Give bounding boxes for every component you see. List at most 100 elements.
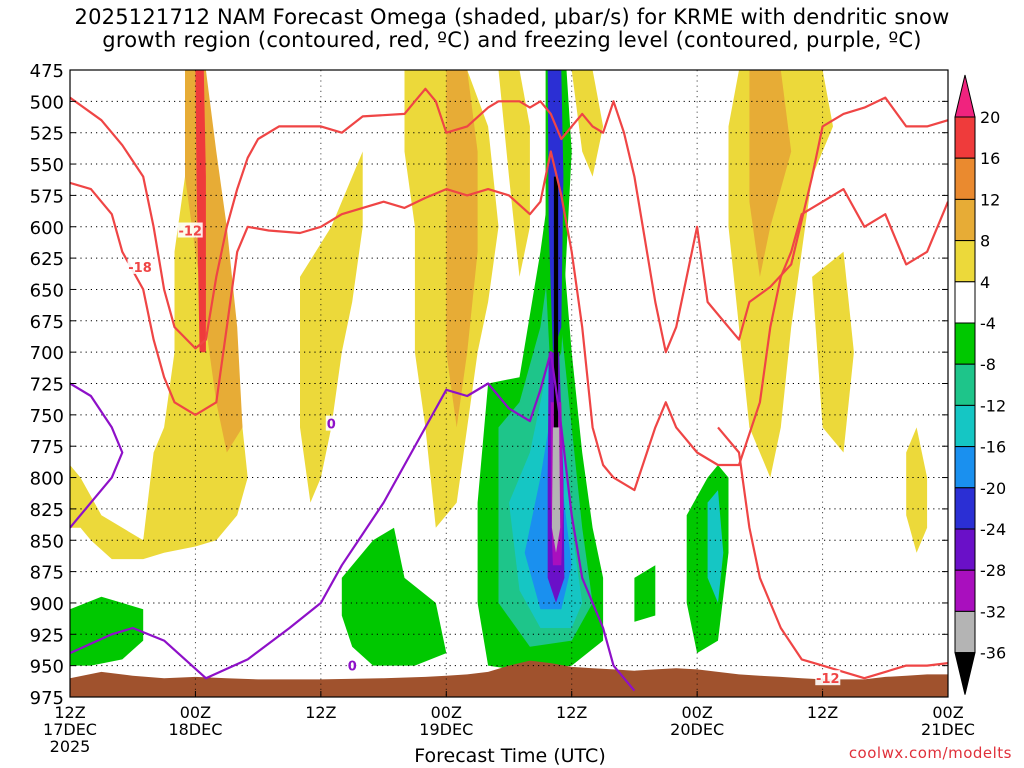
colorbar-bin-0 — [954, 74, 976, 118]
ytick-label-550: 550 — [30, 155, 64, 176]
ytick-label-775: 775 — [30, 437, 64, 458]
colorbar-label-3: 8 — [980, 232, 990, 251]
ytick-label-500: 500 — [30, 92, 64, 113]
colorbar-bin-4 — [954, 240, 976, 283]
ytick-label-925: 925 — [30, 625, 64, 646]
chart-title-line1: 2025121712 NAM Forecast Omega (shaded, µ… — [74, 5, 950, 29]
ytick-label-750: 750 — [30, 406, 64, 427]
xtick-label-60-0: 00Z — [681, 703, 712, 722]
x-axis-label: Forecast Time (UTC) — [414, 745, 606, 767]
omega-region-10 — [812, 251, 854, 453]
freezing-label-0: 0 — [327, 418, 336, 433]
xtick-label-24-0: 12Z — [305, 703, 336, 722]
dgz-label-1: -12 — [178, 225, 202, 240]
xtick-label-48-0: 12Z — [556, 703, 587, 722]
ytick-label-850: 850 — [30, 531, 64, 552]
ytick-label-475: 475 — [30, 61, 64, 82]
colorbar-bin-9 — [954, 446, 976, 489]
colorbar-label-6: -8 — [980, 355, 996, 374]
freezing-contour-1 — [70, 351, 636, 692]
ytick-label-650: 650 — [30, 280, 64, 301]
omega-region-23 — [707, 490, 724, 603]
dgz-contour-0 — [70, 87, 948, 354]
colorbar-label-7: -12 — [980, 396, 1006, 415]
dgz-label-bg-0 — [127, 258, 153, 274]
omega-region-5 — [446, 70, 478, 428]
colorbar-label-13: -36 — [980, 644, 1006, 663]
colorbar-label-9: -20 — [980, 479, 1006, 498]
omega-shading — [70, 70, 928, 672]
xtick-label-36-1: 19DEC — [419, 720, 473, 739]
colorbar-bin-3 — [954, 198, 976, 242]
omega-region-9 — [749, 70, 792, 277]
freezing-contour-0 — [70, 381, 124, 529]
xtick-label-12-0: 00Z — [180, 703, 211, 722]
ytick-label-900: 900 — [30, 594, 64, 615]
omega-region-7 — [571, 70, 604, 177]
colorbar-label-2: 12 — [980, 190, 1000, 209]
dgz-label-bg-2 — [815, 670, 841, 686]
colorbar-bin-12 — [954, 569, 976, 612]
xtick-label-0-2: 2025 — [50, 737, 91, 756]
colorbar-bin-7 — [954, 363, 976, 406]
chart-title-line2: growth region (contoured, red, ºC) and f… — [102, 28, 922, 52]
ytick-label-675: 675 — [30, 312, 64, 333]
colorbar-label-1: 16 — [980, 149, 1000, 168]
dgz-label-bg-1 — [177, 222, 203, 238]
colorbar-bin-1 — [954, 116, 976, 159]
omega-region-6 — [498, 70, 530, 277]
omega-region-3 — [300, 151, 363, 503]
contours — [70, 87, 948, 692]
omega-region-26 — [634, 565, 656, 622]
colorbar-bin-2 — [954, 157, 976, 200]
xtick-label-60-1: 20DEC — [670, 720, 724, 739]
colorbar-bin-10 — [954, 487, 976, 530]
colorbar-bin-8 — [954, 404, 976, 448]
colorbar-label-4: 4 — [980, 273, 990, 292]
ytick-label-800: 800 — [30, 469, 64, 490]
xtick-label-0-1: 17DEC — [43, 720, 97, 739]
ytick-label-825: 825 — [30, 500, 64, 521]
ytick-label-625: 625 — [30, 249, 64, 270]
dgz-label-2: -12 — [816, 672, 840, 687]
terrain-fill — [70, 660, 948, 697]
xtick-label-84-1: 21DEC — [921, 720, 975, 739]
ytick-label-525: 525 — [30, 124, 64, 145]
colorbar-label-0: 20 — [980, 108, 1000, 127]
ytick-label-875: 875 — [30, 563, 64, 584]
colorbar-label-12: -32 — [980, 602, 1006, 621]
colorbar-label-5: -4 — [980, 314, 996, 333]
ground-terrain — [70, 660, 948, 697]
freezing-label-1: 0 — [348, 660, 357, 675]
omega-region-2 — [195, 70, 206, 353]
dgz-label-0: -18 — [128, 261, 152, 276]
omega-region-24 — [341, 527, 447, 666]
ytick-label-950: 950 — [30, 657, 64, 678]
colorbar-label-10: -24 — [980, 520, 1006, 539]
ytick-label-725: 725 — [30, 375, 64, 396]
colorbar-bin-13 — [954, 610, 976, 654]
gridlines — [70, 70, 948, 697]
source-credit[interactable]: coolwx.com/modelts — [848, 744, 1012, 762]
colorbar-label-11: -28 — [980, 561, 1006, 580]
freezing-label-bg-0 — [325, 415, 337, 431]
ytick-label-575: 575 — [30, 186, 64, 207]
xtick-label-72-0: 12Z — [807, 703, 838, 722]
ytick-label-700: 700 — [30, 343, 64, 364]
xtick-label-36-0: 00Z — [431, 703, 462, 722]
colorbar-bin-5 — [954, 281, 976, 324]
colorbar-bin-14 — [954, 652, 976, 695]
omega-region-21 — [553, 176, 559, 428]
chart-title: 2025121712 NAM Forecast Omega (shaded, µ… — [0, 6, 1024, 52]
ytick-label-600: 600 — [30, 218, 64, 239]
omega-region-25 — [70, 596, 144, 666]
contour-labels: -18 -12 -12 0 0 — [127, 222, 841, 687]
xtick-label-0-0: 12Z — [54, 703, 85, 722]
omega-region-11 — [906, 427, 928, 553]
dgz-contour-2 — [717, 426, 948, 680]
xtick-label-84-0: 00Z — [932, 703, 963, 722]
colorbar-bin-11 — [954, 528, 976, 571]
y-axis: 475 500 525 550 575 600 625 650 675 700 725 750 775 8… — [30, 61, 948, 709]
